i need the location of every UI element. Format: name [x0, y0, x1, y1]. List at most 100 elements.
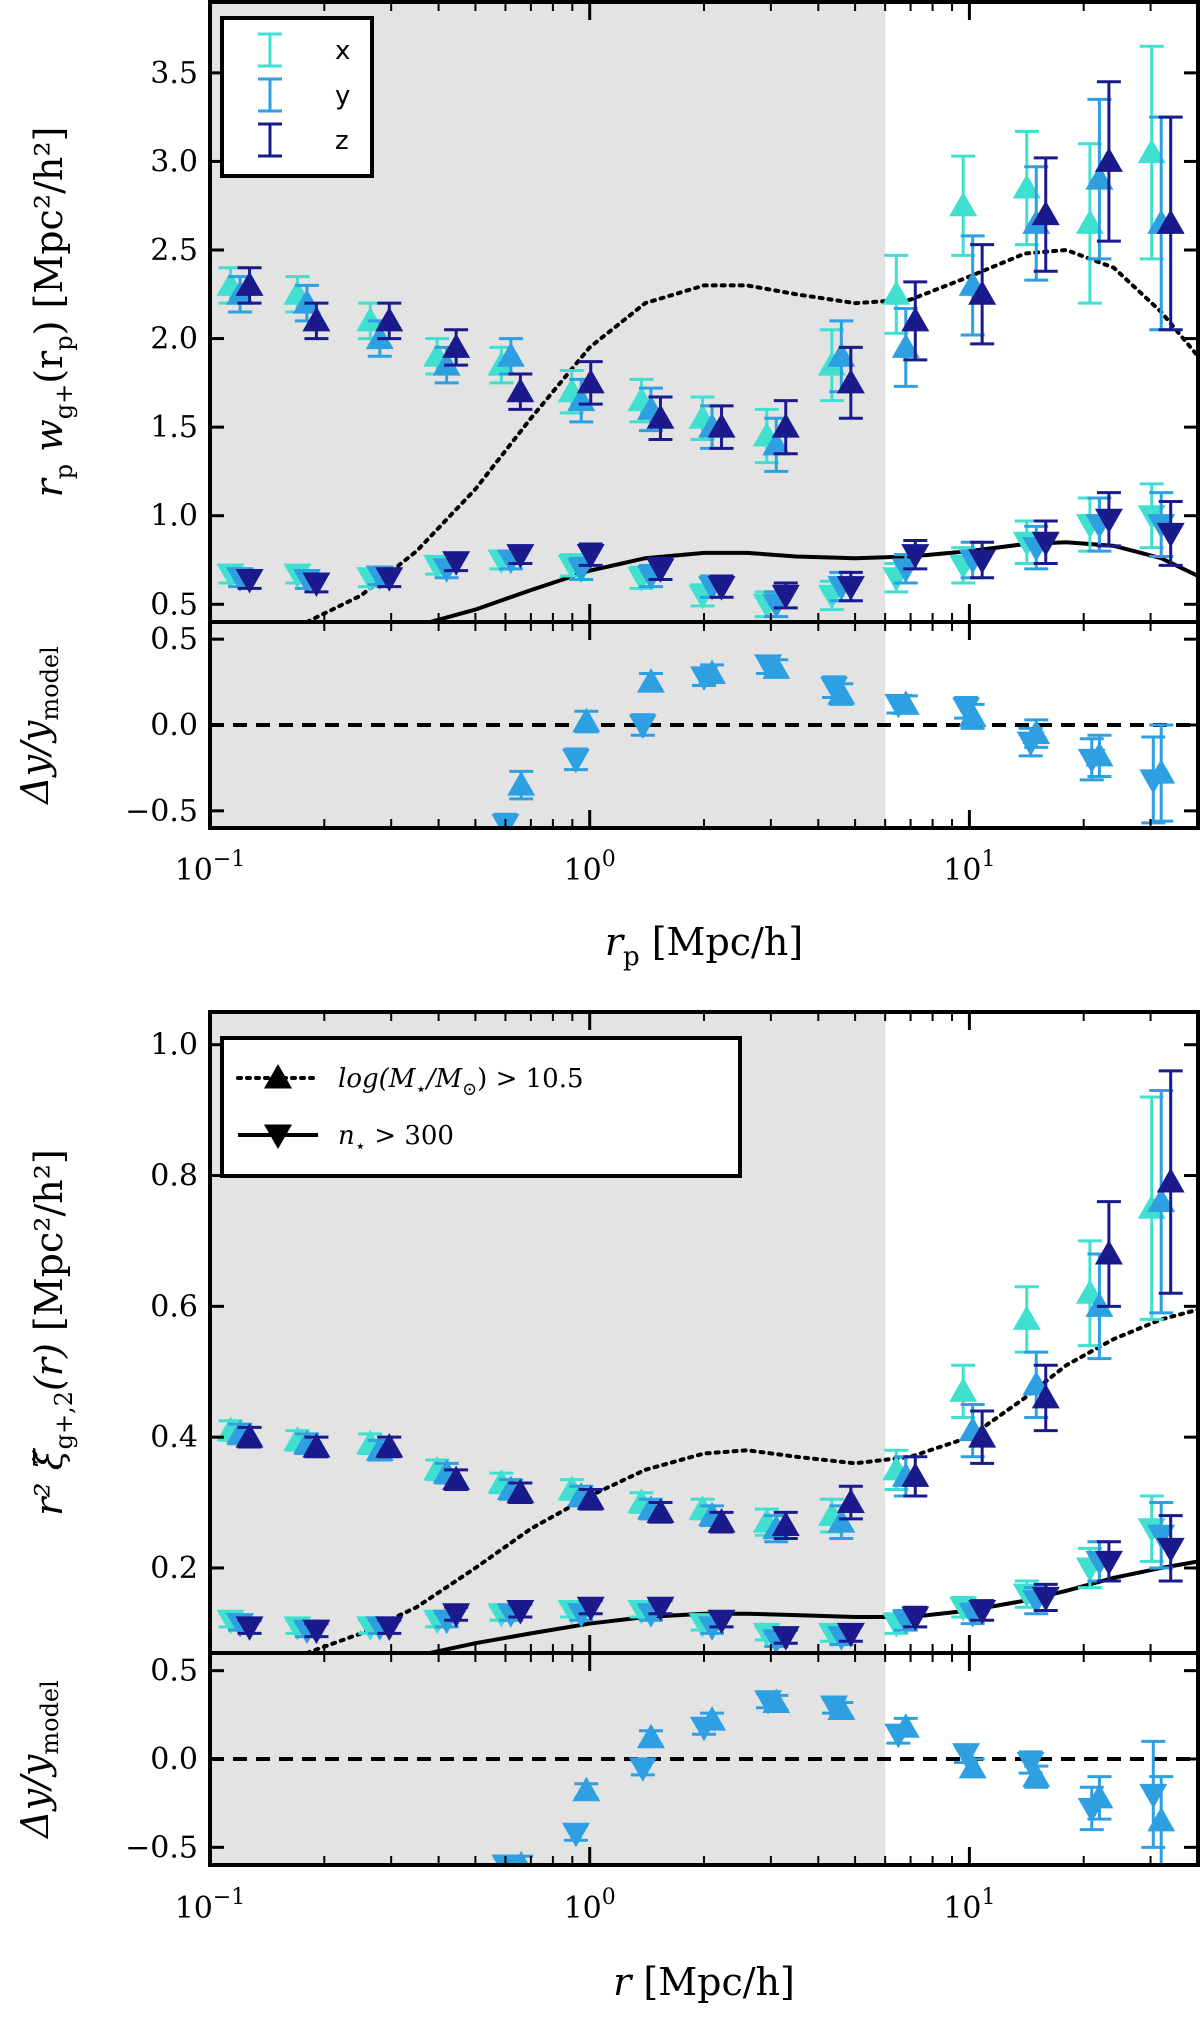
resid-ytick-label-1: 0.0 — [150, 1742, 198, 1777]
point-up-z-6 — [646, 1498, 675, 1523]
point-up-z-9 — [836, 1488, 865, 1514]
main-ytick-label-1: 0.4 — [150, 1420, 198, 1455]
resid_down-point-10 — [1139, 1783, 1168, 1809]
main-ytick-label-3: 0.8 — [150, 1159, 198, 1194]
point-down-z-7 — [707, 576, 736, 601]
model-dotted-line — [304, 247, 1198, 622]
point-down-z-2 — [375, 1616, 404, 1641]
point-down-z-2 — [375, 567, 404, 592]
resid_down-point-5 — [820, 1695, 849, 1720]
resid_down-point-2 — [628, 1757, 657, 1782]
point-down-z-14 — [1156, 522, 1185, 548]
xtick-label-2: 101 — [943, 847, 995, 888]
resid-ylabel-pre: Δy/y — [13, 720, 57, 806]
legend-text-post: ) > 10.5 — [477, 1064, 583, 1094]
xtick-exp: 1 — [981, 847, 995, 872]
point-up-z-13 — [1094, 147, 1123, 172]
point-up-z-10 — [901, 1462, 930, 1487]
legend-label-down: n⋆ > 300 — [338, 1121, 454, 1157]
point-up-z-2 — [375, 1432, 404, 1458]
main-y-axis-label: rp wg+(rp) [Mpc²/h²] — [27, 127, 78, 498]
x-axis-label: r [Mpc/h] — [613, 1960, 795, 2004]
point-down-z-13 — [1094, 1550, 1123, 1576]
resid-plot-area — [210, 1688, 1198, 1865]
legend-swatch-y — [258, 77, 282, 113]
point-down-z-0 — [235, 1616, 264, 1641]
legend-marker-down — [264, 1124, 292, 1149]
resid_up-point-7 — [958, 1753, 987, 1779]
legend-label-y: y — [335, 81, 350, 111]
point-up-z-11 — [968, 280, 997, 305]
point-up-x-2 — [356, 306, 385, 332]
point-up-y-1 — [292, 289, 321, 314]
point-up-x-13 — [1075, 209, 1104, 234]
legend-label-x: x — [335, 36, 350, 66]
legend-marker-up — [264, 1064, 292, 1089]
point-up-y-4 — [496, 342, 525, 367]
xlabel-sub: p — [623, 942, 640, 972]
point-up-z-13 — [1094, 1240, 1123, 1265]
point-up-x-11 — [949, 1377, 978, 1402]
point-up-x-10 — [882, 280, 911, 305]
point-down-y-14 — [1147, 1524, 1176, 1550]
chart-panel-top: 0.51.01.52.02.53.03.5−0.50.00.510−1 100 10… — [13, 0, 1200, 972]
resid_up-point-0 — [507, 771, 536, 796]
ylabel-sub2: g+ — [50, 384, 78, 419]
legend-text-sub: ⋆ — [355, 1136, 366, 1157]
point-up-x-11 — [949, 191, 978, 217]
point-down-z-5 — [576, 544, 605, 569]
xlabel-main: r — [605, 920, 626, 964]
point-up-z-7 — [707, 413, 736, 438]
point-down-z-14 — [1156, 1537, 1185, 1563]
point-up-y-3 — [432, 351, 461, 376]
point-down-y-10 — [891, 558, 920, 583]
xlabel-rest: [Mpc/h] — [640, 920, 804, 964]
point-up-y-10 — [891, 333, 920, 358]
legend-text-pre: n — [338, 1121, 355, 1151]
point-up-z-11 — [968, 1423, 997, 1448]
ylabel-end: ) [Mpc²/h²] — [27, 127, 71, 336]
resid_down-point-10 — [1139, 769, 1168, 794]
ylabel-sub1: g+,2 — [50, 1391, 78, 1449]
main-ytick-label-6: 3.5 — [150, 56, 198, 91]
resid-ylabel-sub: model — [36, 1680, 64, 1754]
point-down-z-9 — [836, 1622, 865, 1648]
resid_up-point-8 — [1022, 1762, 1051, 1788]
main-ytick-label-2: 1.5 — [150, 410, 198, 445]
point-down-z-1 — [302, 1619, 331, 1645]
resid_down-point-8 — [1016, 731, 1045, 757]
point-down-z-12 — [1031, 531, 1060, 557]
legend-text-sub: ⋆ — [415, 1079, 426, 1100]
point-down-z-11 — [968, 1599, 997, 1625]
point-up-y-13 — [1085, 165, 1114, 190]
resid_up-point-1 — [572, 1776, 601, 1802]
point-down-z-3 — [442, 1603, 471, 1628]
point-up-z-12 — [1031, 200, 1060, 226]
point-down-z-8 — [771, 1626, 800, 1651]
xtick-exp: 1 — [981, 1885, 995, 1910]
resid_down-point-8 — [1016, 1752, 1045, 1777]
point-up-z-4 — [506, 377, 535, 403]
point-down-z-10 — [901, 544, 930, 569]
point-down-z-9 — [836, 576, 865, 601]
ylabel-mid: (r) — [27, 1343, 71, 1391]
resid_down-point-3 — [690, 1716, 718, 1742]
point-up-y-9 — [827, 1508, 856, 1533]
ylabel-sub3: p — [50, 335, 78, 350]
resid_down-point-5 — [820, 676, 849, 702]
point-up-y-14 — [1147, 1187, 1176, 1213]
ylabel-sub1: p — [50, 464, 78, 479]
legend-text-mid: /M — [424, 1064, 464, 1094]
point-down-z-6 — [646, 558, 675, 583]
xtick-label-0: 10−1 — [175, 847, 246, 888]
xtick-label-0: 10−1 — [175, 1885, 246, 1926]
legend-text-pre: log(M — [338, 1064, 417, 1094]
legend-models: log(M⋆/M⊙) > 10.5n⋆ > 300 — [220, 1036, 742, 1178]
xtick-exp: 0 — [602, 847, 616, 872]
resid_down-point-4 — [754, 1690, 783, 1715]
xlabel-main: r — [613, 1960, 634, 2004]
point-up-z-12 — [1031, 1383, 1060, 1409]
resid_up-point-10 — [1147, 1806, 1176, 1832]
resid-ytick-label-0: −0.5 — [125, 1830, 198, 1865]
